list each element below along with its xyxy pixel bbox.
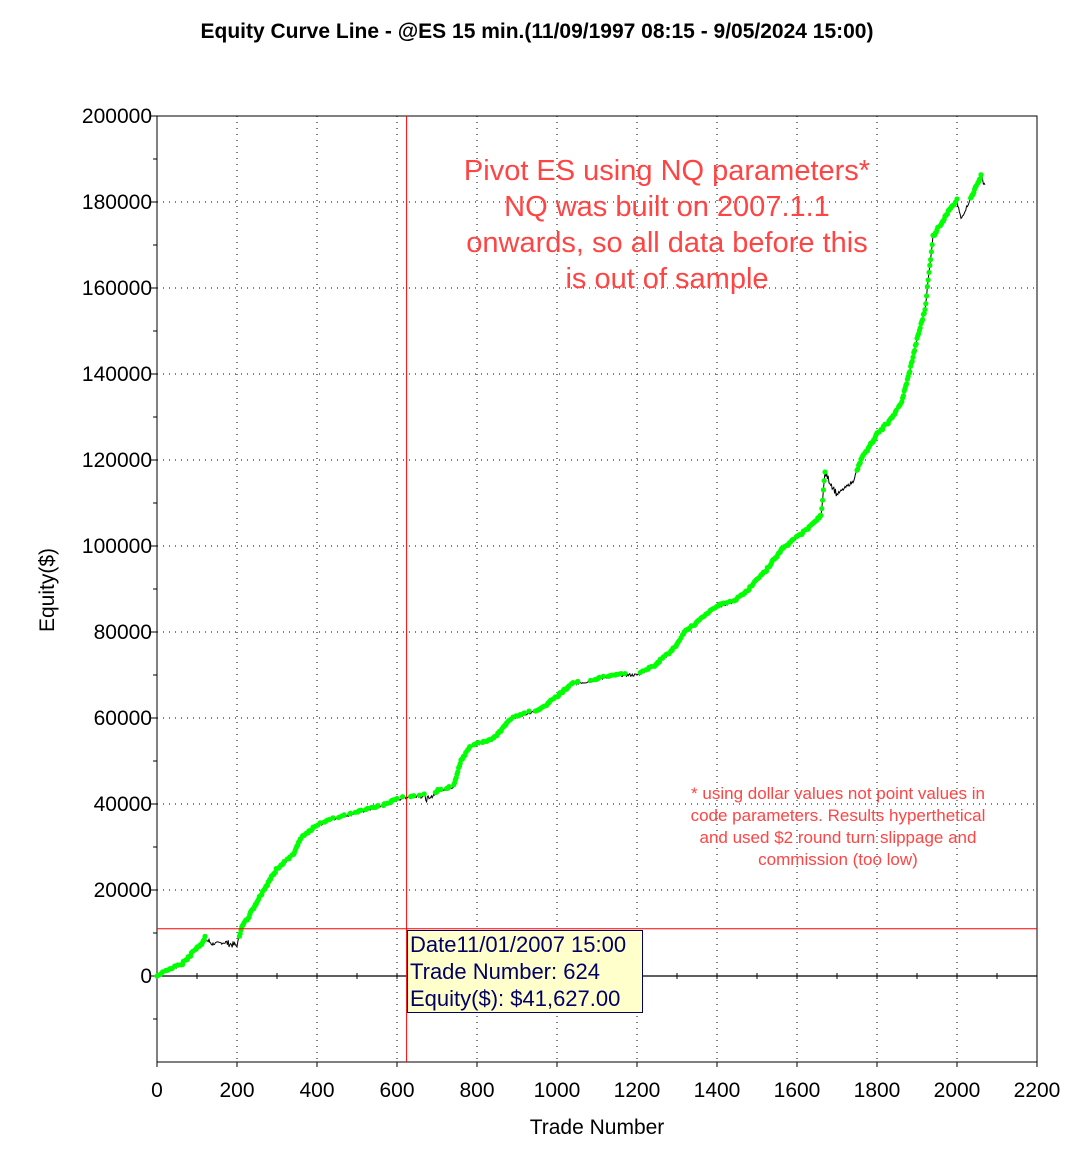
x-tick-label: 600 [379, 1079, 414, 1102]
new-high-point [348, 810, 354, 816]
new-high-point [910, 354, 916, 360]
x-tick-label: 800 [459, 1079, 494, 1102]
new-high-point [909, 358, 915, 364]
new-high-point [588, 677, 594, 684]
y-tick-label: 180000 [82, 191, 152, 214]
new-high-point [341, 812, 347, 818]
annotation-line: onwards, so all data before this [466, 227, 868, 259]
x-tick-label: 400 [299, 1079, 334, 1102]
new-high-point [928, 257, 934, 263]
annotation-line: is out of sample [565, 263, 769, 295]
new-high-point [394, 795, 400, 802]
footnote-line: commission (too low) [758, 850, 918, 869]
new-high-point [600, 673, 607, 679]
new-high-point [912, 348, 918, 354]
footnote-line: and used $2 round turn slippage and [699, 828, 977, 847]
new-high-point [438, 786, 444, 793]
footnote-line: code parameters. Results hyperthetical [690, 806, 986, 825]
y-tick-label: 60000 [94, 707, 152, 730]
x-axis-title: Trade Number [529, 1116, 665, 1139]
new-high-point [922, 306, 928, 313]
new-high-point [821, 478, 827, 484]
x-tick-label: 1000 [534, 1079, 581, 1102]
new-high-point [927, 262, 933, 268]
new-high-point [978, 172, 984, 178]
new-high-point [920, 317, 926, 323]
annotation-line: Pivot ES using NQ parameters* [463, 155, 871, 187]
y-tick-label: 40000 [94, 793, 152, 816]
new-high-point [929, 242, 935, 248]
y-tick-label: 100000 [82, 535, 152, 558]
new-high-point [727, 598, 733, 605]
new-high-point [526, 708, 532, 714]
new-high-point [521, 710, 527, 716]
x-tick-label: 200 [219, 1079, 254, 1102]
new-high-point [416, 792, 422, 798]
y-tick-label: 140000 [82, 363, 152, 386]
y-axis-title: Equity($) [36, 547, 59, 633]
y-tick-label: 20000 [94, 879, 152, 902]
new-high-point [421, 791, 427, 797]
new-high-point [926, 269, 932, 275]
new-high-point [618, 670, 624, 677]
new-high-point [375, 803, 381, 809]
new-high-point [928, 249, 935, 255]
new-high-point [467, 743, 473, 750]
x-tick-label: 0 [151, 1079, 163, 1102]
new-high-point [411, 793, 417, 799]
y-tick-label: 0 [140, 965, 152, 988]
annotation-line: NQ was built on 2007.1.1 [504, 191, 830, 223]
y-tick-label: 160000 [82, 277, 152, 300]
footnote-line: * using dollar values not point values i… [691, 784, 985, 803]
tooltip-trade: Trade Number: 624 [410, 959, 600, 984]
x-tick-label: 2000 [934, 1079, 981, 1102]
new-high-point [202, 933, 208, 939]
new-high-point [400, 794, 406, 800]
new-high-point [923, 301, 929, 307]
main-annotation: Pivot ES using NQ parameters* NQ was bui… [427, 153, 907, 297]
new-high-point [364, 805, 370, 812]
new-high-point [904, 381, 910, 387]
y-tick-label: 80000 [94, 621, 152, 644]
new-high-point [822, 469, 828, 475]
x-tick-label: 1200 [614, 1079, 661, 1102]
new-high-point [622, 670, 628, 677]
y-tick-label: 120000 [82, 449, 152, 472]
new-high-point [900, 393, 907, 399]
x-tick-label: 2200 [1014, 1079, 1061, 1102]
new-high-point [596, 674, 603, 680]
new-high-point [913, 341, 919, 347]
new-high-point [446, 783, 452, 790]
new-high-point [330, 815, 336, 821]
new-high-point [575, 678, 581, 685]
new-high-point [917, 325, 923, 331]
data-tooltip: Date11/01/2007 15:00 Trade Number: 624 E… [407, 930, 643, 1013]
new-high-point [358, 807, 364, 813]
new-high-point [924, 293, 930, 299]
new-high-point [820, 497, 826, 503]
y-tick-label: 200000 [82, 105, 152, 128]
tooltip-date: Date11/01/2007 15:00 [410, 932, 627, 957]
tooltip-equity: Equity($): $41,627.00 [410, 986, 621, 1011]
new-high-point [925, 277, 931, 283]
new-high-point [819, 505, 825, 512]
new-high-point [570, 679, 576, 686]
x-tick-label: 1600 [774, 1079, 821, 1102]
chart-title: Equity Curve Line - @ES 15 min.(11/09/19… [200, 20, 874, 43]
new-high-point [317, 820, 323, 826]
x-tick-label: 1800 [854, 1079, 901, 1102]
new-high-point [818, 512, 824, 519]
new-high-point [476, 739, 482, 746]
new-high-point [820, 487, 827, 493]
new-high-point [924, 283, 931, 290]
new-high-point [907, 369, 913, 375]
new-high-point [455, 769, 461, 775]
new-high-point [954, 196, 960, 202]
plot-frame [156, 115, 1038, 1063]
x-tick-label: 1400 [694, 1079, 741, 1102]
new-high-point [977, 176, 983, 182]
footnote-annotation: * using dollar values not point values i… [660, 783, 1016, 871]
